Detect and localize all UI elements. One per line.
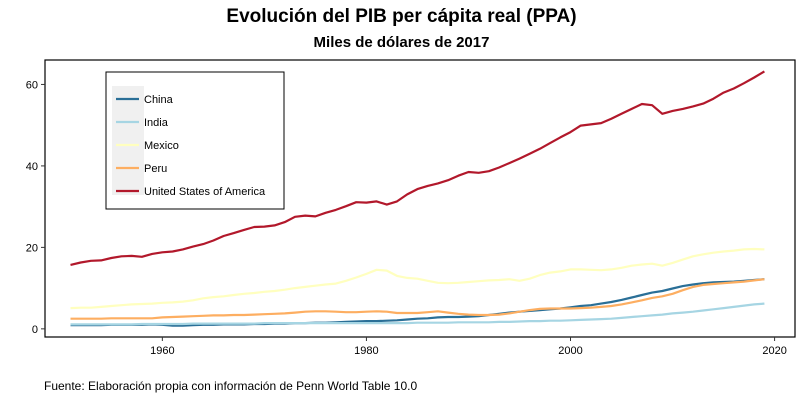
x-tick-label: 2000 [558, 345, 582, 357]
legend-label-united-states-of-america: United States of America [144, 186, 266, 198]
plot-area [44, 59, 796, 338]
legend-label-india: India [144, 117, 169, 129]
y-axis: 0 20 40 60 [26, 79, 45, 336]
chart-title: Evolución del PIB per cápita real (PPA) [226, 6, 577, 27]
series-line-united-states-of-america [70, 70, 765, 266]
series-line-mexico [70, 247, 765, 310]
legend-key-background [112, 86, 144, 195]
legend-label-peru: Peru [144, 163, 167, 175]
y-tick-label: 0 [32, 324, 38, 336]
x-axis: 1960 1980 2000 2020 [150, 337, 787, 357]
source-caption: Fuente: Elaboración propia con informaci… [44, 379, 418, 393]
series-line-china [70, 278, 765, 327]
x-tick-label: 1980 [354, 345, 378, 357]
legend-label-china: China [144, 94, 174, 106]
chart-subtitle: Miles de dólares de 2017 [313, 34, 490, 51]
series-lines [70, 70, 765, 327]
y-tick-label: 60 [26, 79, 38, 91]
legend: China India Mexico Peru United States of Ame… [105, 71, 285, 210]
plot-border [44, 59, 796, 338]
y-tick-label: 40 [26, 161, 38, 173]
series-line-peru [70, 278, 765, 320]
series-line-india [70, 302, 765, 326]
y-tick-label: 20 [26, 242, 38, 254]
legend-label-mexico: Mexico [144, 140, 179, 152]
x-tick-label: 1960 [150, 345, 174, 357]
x-tick-label: 2020 [762, 345, 786, 357]
